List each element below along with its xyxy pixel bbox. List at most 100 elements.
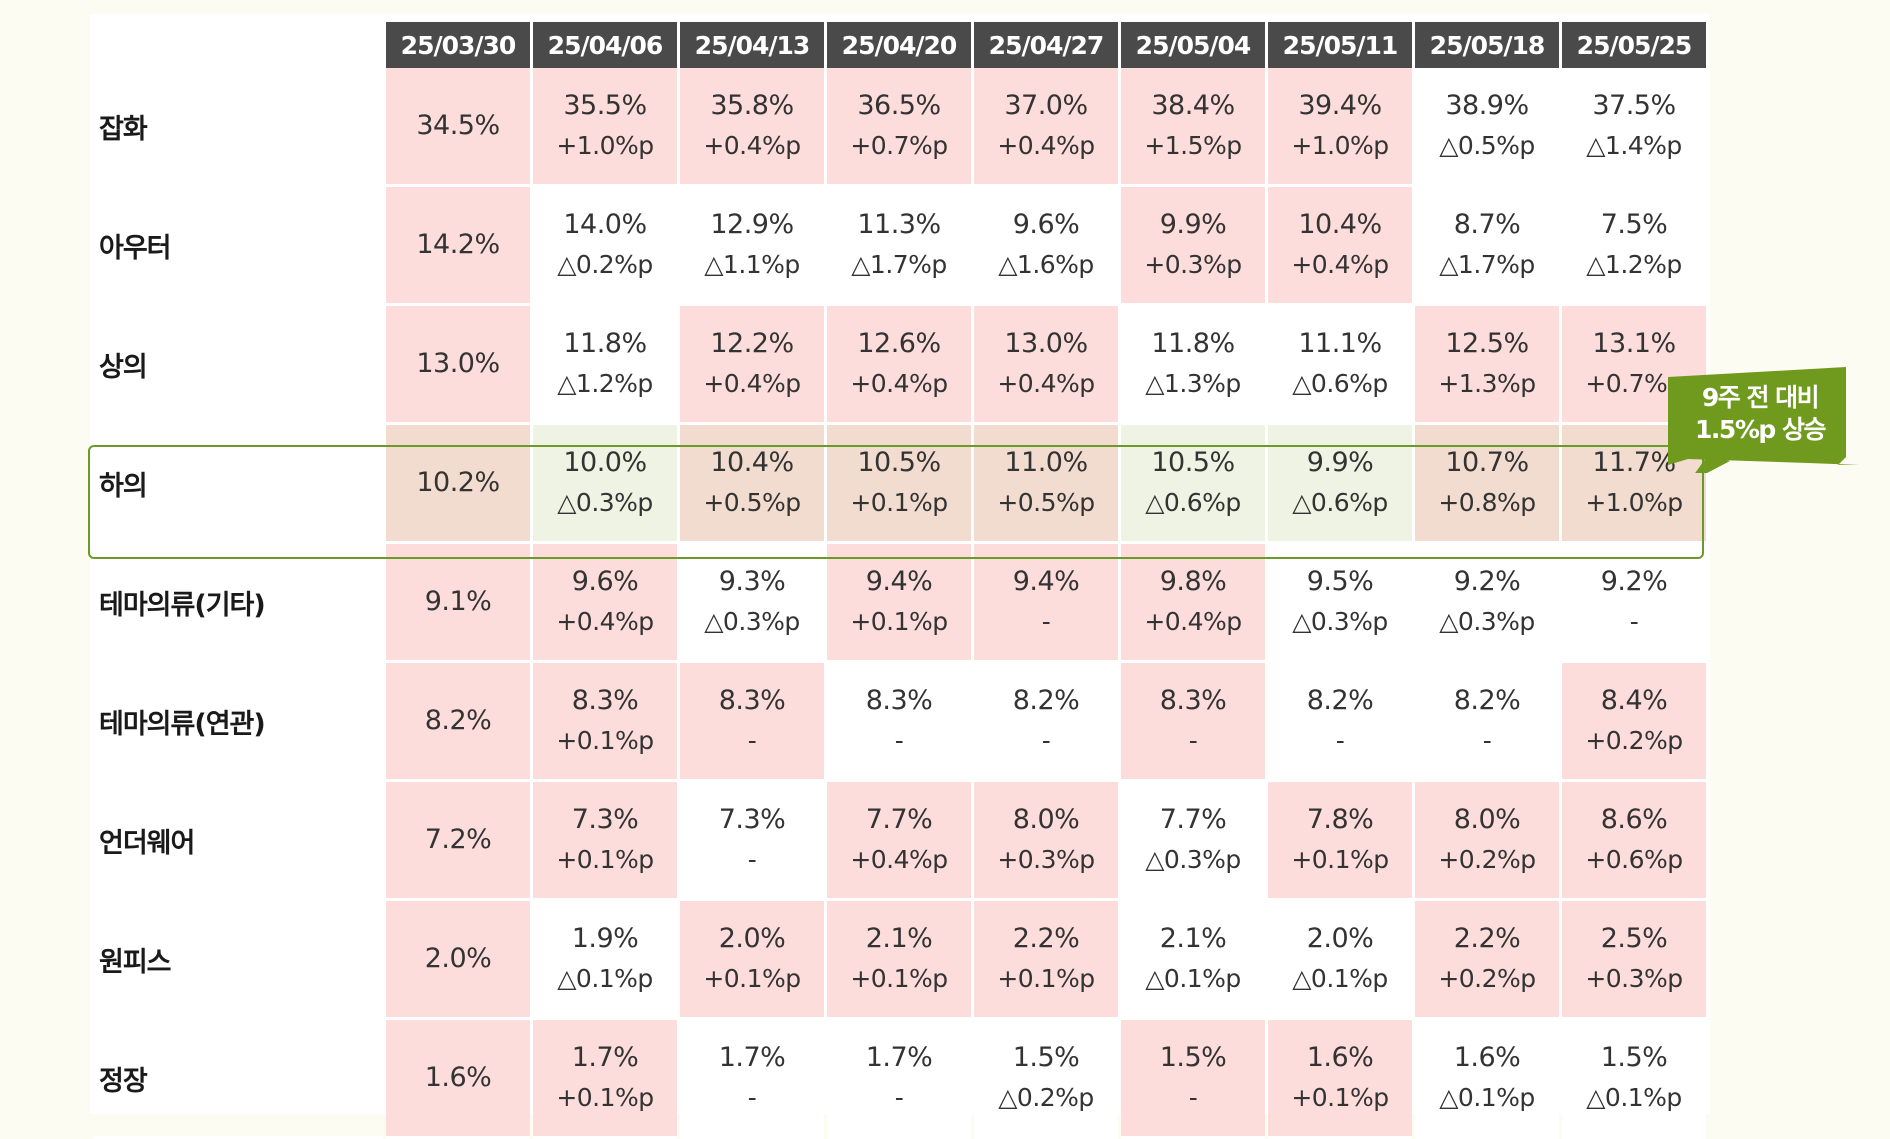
table-cell: 2.5% +0.3%p (1562, 901, 1706, 1020)
cell-value: 13.0% (1004, 328, 1088, 359)
cell-value: 8.2% (1306, 685, 1374, 716)
table-row: 테마의류(기타) 9.1% 9.6% +0.4%p 9.3% △0.3%p 9.4% +0.1… (93, 544, 1706, 663)
cell-change: - (894, 1083, 904, 1112)
cell-value: 8.4% (1600, 685, 1668, 716)
table-cell: 39.4% +1.0%p (1268, 68, 1412, 187)
cell-value: 1.7% (571, 1042, 639, 1073)
table-row: 상의 13.0% 11.8% △1.2%p 12.2% +0.4%p 12.6% +0.4%p… (93, 306, 1706, 425)
cell-value: 37.0% (1004, 90, 1088, 121)
table-cell: 10.4% +0.4%p (1268, 187, 1412, 306)
cell-change: △0.1%p (1292, 964, 1388, 993)
table-cell: 14.2% (386, 187, 530, 306)
cell-change: +0.1%p (1291, 845, 1389, 874)
cell-change: - (1041, 607, 1051, 636)
cell-value: 9.1% (424, 586, 492, 617)
cell-value: 34.5% (416, 110, 500, 141)
chart-card: 25/03/30 25/04/06 25/04/13 25/04/20 25/04/27… (88, 14, 1710, 1139)
cell-value: 2.0% (1306, 923, 1374, 954)
table-cell: 14.0% △0.2%p (533, 187, 677, 306)
table-cell: 11.0% +0.5%p (974, 425, 1118, 544)
table-cell: 2.1% △0.1%p (1121, 901, 1265, 1020)
cell-value: 8.3% (718, 685, 786, 716)
row-label: 원피스 (93, 901, 383, 1020)
cell-value: 11.0% (1004, 447, 1088, 478)
table-cell: 37.0% +0.4%p (974, 68, 1118, 187)
table-cell: 11.8% △1.2%p (533, 306, 677, 425)
cell-change: △1.7%p (1439, 250, 1535, 279)
header-corner (93, 22, 383, 68)
cell-value: 14.2% (416, 229, 500, 260)
cell-change: △1.2%p (1586, 250, 1682, 279)
cell-change: △0.6%p (1145, 488, 1241, 517)
table-cell: 1.9% △0.1%p (533, 901, 677, 1020)
cell-change: +0.1%p (1291, 1083, 1389, 1112)
cell-value: 1.5% (1600, 1042, 1668, 1073)
cell-change: +0.1%p (997, 964, 1095, 993)
table-row: 정장 1.6% 1.7% +0.1%p 1.7% -1.7% -1.5% △0.2%p 1.5%… (93, 1020, 1706, 1139)
cell-change: +1.0%p (556, 131, 654, 160)
cell-value: 7.2% (424, 824, 492, 855)
table-cell: 8.3% - (1121, 663, 1265, 782)
cell-value: 9.4% (1012, 566, 1080, 597)
cell-value: 11.8% (563, 328, 647, 359)
cell-value: 7.7% (1159, 804, 1227, 835)
table-row: 잡화 34.5% 35.5% +1.0%p 35.8% +0.4%p 36.5% +0.7%p… (93, 68, 1706, 187)
cell-value: 13.1% (1592, 328, 1676, 359)
cell-change: +1.3%p (1438, 369, 1536, 398)
cell-value: 8.0% (1453, 804, 1521, 835)
cell-change: +0.8%p (1438, 488, 1536, 517)
cell-change: △0.3%p (704, 607, 800, 636)
cell-value: 10.2% (416, 467, 500, 498)
date-header: 25/04/13 (680, 22, 824, 68)
cell-value: 10.7% (1445, 447, 1529, 478)
date-header: 25/04/27 (974, 22, 1118, 68)
table-cell: 10.4% +0.5%p (680, 425, 824, 544)
cell-change: +0.1%p (703, 964, 801, 993)
cell-value: 1.6% (1453, 1042, 1521, 1073)
cell-change: +0.6%p (1585, 845, 1683, 874)
date-header: 25/03/30 (386, 22, 530, 68)
table-cell: 7.5% △1.2%p (1562, 187, 1706, 306)
cell-change: +0.1%p (556, 845, 654, 874)
cell-value: 1.9% (571, 923, 639, 954)
cell-value: 1.5% (1159, 1042, 1227, 1073)
cell-value: 2.0% (424, 943, 492, 974)
cell-value: 10.5% (1151, 447, 1235, 478)
cell-value: 11.3% (857, 209, 941, 240)
table-cell: 7.2% (386, 782, 530, 901)
cell-change: +0.4%p (997, 369, 1095, 398)
cell-value: 9.3% (718, 566, 786, 597)
cell-value: 2.1% (1159, 923, 1227, 954)
table-cell: 34.5% (386, 68, 530, 187)
table-cell: 2.0% +0.1%p (680, 901, 824, 1020)
table-cell: 1.6% +0.1%p (1268, 1020, 1412, 1139)
table-row: 언더웨어 7.2% 7.3% +0.1%p 7.3% - 7.7% +0.4%p 8.0% +0.… (93, 782, 1706, 901)
table-cell: 9.5% △0.3%p (1268, 544, 1412, 663)
table-cell: 10.0% △0.3%p (533, 425, 677, 544)
cell-change: △0.3%p (1145, 845, 1241, 874)
cell-change: +1.0%p (1291, 131, 1389, 160)
table-cell: 9.4% - (974, 544, 1118, 663)
cell-change: △0.2%p (557, 250, 653, 279)
cell-value: 8.0% (1012, 804, 1080, 835)
cell-value: 9.2% (1453, 566, 1521, 597)
cell-change: △0.2%p (998, 1083, 1094, 1112)
cell-value: 37.5% (1592, 90, 1676, 121)
cell-value: 13.0% (416, 348, 500, 379)
date-header: 25/05/04 (1121, 22, 1265, 68)
cell-value: 12.6% (857, 328, 941, 359)
table-cell: 2.2% +0.2%p (1415, 901, 1559, 1020)
table-cell: 35.5% +1.0%p (533, 68, 677, 187)
table-cell: 38.9% △0.5%p (1415, 68, 1559, 187)
cell-value: 8.2% (1453, 685, 1521, 716)
table-cell: 2.1% +0.1%p (827, 901, 971, 1020)
row-label: 테마의류(기타) (93, 544, 383, 663)
cell-value: 38.9% (1445, 90, 1529, 121)
cell-value: 8.2% (1012, 685, 1080, 716)
cell-value: 14.0% (563, 209, 647, 240)
table-cell: 7.8% +0.1%p (1268, 782, 1412, 901)
table-cell: 1.5% - (1121, 1020, 1265, 1139)
cell-value: 9.2% (1600, 566, 1668, 597)
cell-change: - (894, 726, 904, 755)
date-header: 25/04/20 (827, 22, 971, 68)
